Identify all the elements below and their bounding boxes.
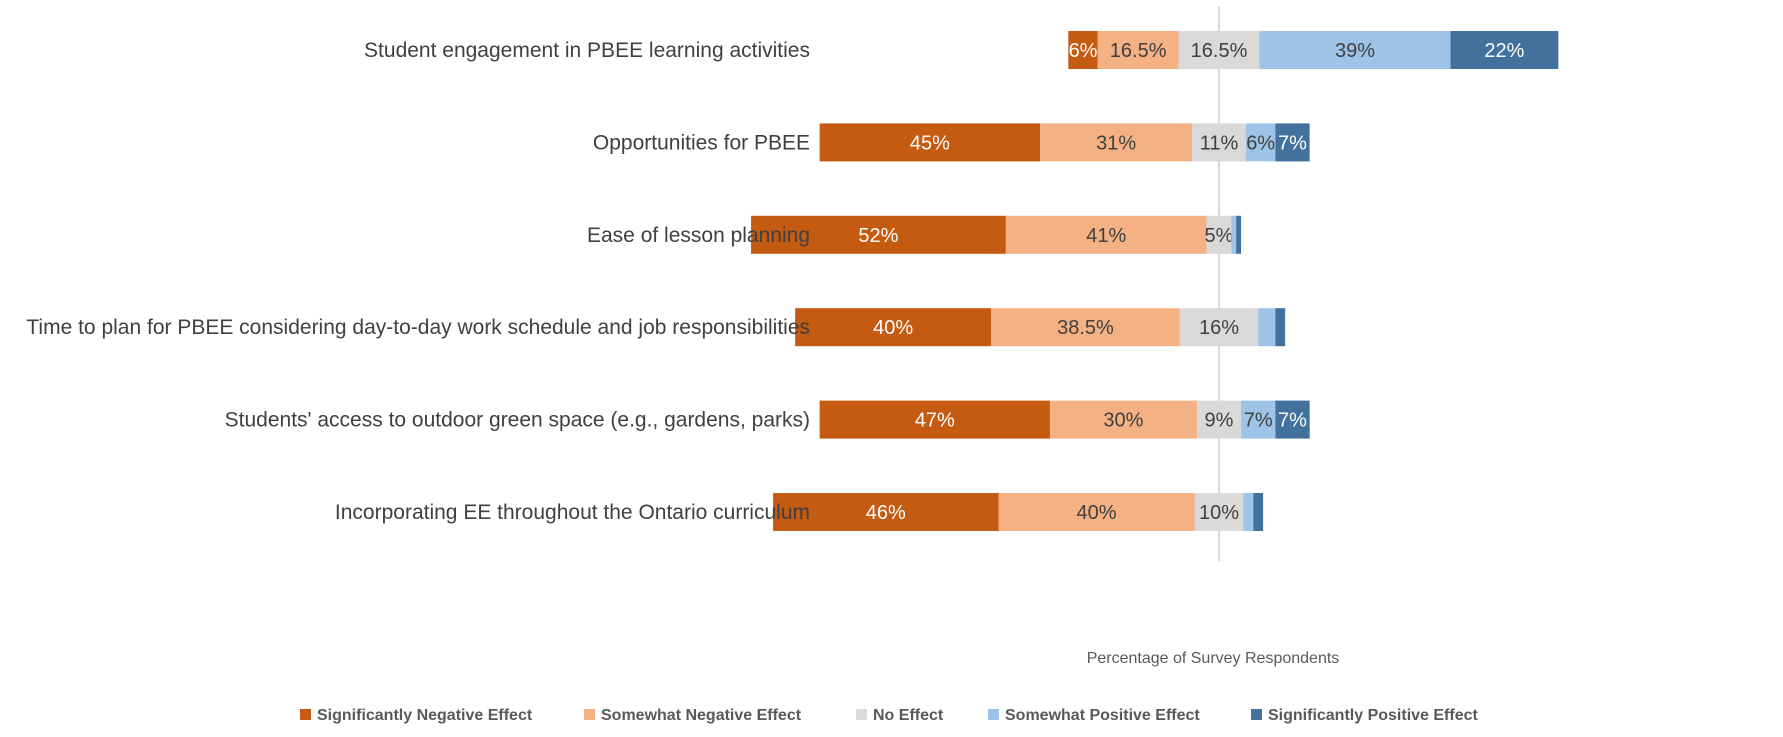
legend-swatch [856, 709, 867, 720]
legend-item-significantly-positive-effect: Significantly Positive Effect [1251, 707, 1479, 724]
legend-item-somewhat-positive-effect: Somewhat Positive Effect [988, 707, 1200, 724]
bar-segment-no-effect [1194, 493, 1244, 531]
legend-label: No Effect [873, 707, 944, 724]
legend-label: Somewhat Negative Effect [601, 707, 802, 724]
bar-row-4: 40% 38.5% 16% [795, 308, 1286, 347]
bar-segment-significantly-positive-effect [1236, 215, 1242, 254]
bar-segment-no-effect [1192, 123, 1246, 162]
bar-segment-no-effect [1196, 400, 1242, 439]
legend-swatch [1251, 709, 1262, 720]
bar-segment-significantly-positive-effect [1253, 493, 1264, 531]
legend-item-somewhat-negative-effect: Somewhat Negative Effect [584, 707, 802, 724]
data-label: 52% [858, 225, 898, 247]
data-label: 30% [1103, 410, 1143, 432]
bar-segment-no-effect [1179, 308, 1259, 347]
category-label: Students' access to outdoor green space … [225, 409, 810, 432]
data-label: 5% [1205, 225, 1234, 247]
data-label: 46% [866, 502, 906, 524]
bar-segment-somewhat-negative-effect [1049, 400, 1197, 439]
bar-segment-significantly-positive-effect [1275, 400, 1310, 439]
bar-segment-significantly-negative-effect [751, 215, 1006, 254]
legend-swatch [300, 709, 311, 720]
bar-segment-somewhat-positive-effect [1231, 215, 1237, 254]
bars-group: 6% 16.5% 16.5% 39% 22%45% 31% 11% 6% 7%52% 41% 5%4… [751, 31, 1559, 531]
bar-segment-significantly-negative-effect [795, 308, 992, 347]
category-label: Incorporating EE throughout the Ontario … [335, 501, 810, 524]
data-label: 7% [1244, 410, 1273, 432]
data-label: 40% [1076, 502, 1116, 524]
legend-item-significantly-negative-effect: Significantly Negative Effect [300, 707, 533, 724]
legend-item-no-effect: No Effect [856, 707, 944, 724]
data-label: 11% [1200, 132, 1239, 154]
bar-segment-significantly-positive-effect [1450, 31, 1559, 69]
data-label: 16.5% [1110, 40, 1167, 62]
data-label: 6% [1069, 40, 1098, 62]
data-label: 41% [1086, 225, 1126, 247]
bar-segment-significantly-negative-effect [1068, 31, 1098, 69]
category-label: Opportunities for PBEE [593, 131, 810, 154]
bar-row-3: 52% 41% 5% [751, 215, 1242, 254]
category-label: Ease of lesson planning [587, 224, 810, 247]
bar-segment-somewhat-negative-effect [1040, 123, 1193, 162]
bar-segment-somewhat-positive-effect [1258, 308, 1276, 347]
data-label: 47% [915, 410, 955, 432]
bar-segment-somewhat-negative-effect [991, 308, 1180, 347]
data-label: 45% [910, 132, 950, 154]
category-label: Student engagement in PBEE learning acti… [364, 39, 810, 62]
bar-segment-somewhat-negative-effect [998, 493, 1195, 531]
bar-segment-somewhat-positive-effect [1259, 31, 1451, 69]
bar-segment-significantly-positive-effect [1275, 123, 1310, 162]
bar-segment-somewhat-positive-effect [1243, 493, 1254, 531]
bar-row-2: 45% 31% 11% 6% 7% [819, 123, 1310, 162]
x-axis-title: Percentage of Survey Respondents [1087, 650, 1340, 667]
bar-segment-somewhat-negative-effect [1005, 215, 1207, 254]
bar-segment-somewhat-positive-effect [1241, 400, 1276, 439]
data-label: 38.5% [1057, 317, 1114, 339]
bar-segment-no-effect [1178, 31, 1260, 69]
bar-segment-somewhat-positive-effect [1245, 123, 1276, 162]
bar-row-6: 46% 40% 10% [773, 493, 1264, 531]
data-label: 39% [1335, 40, 1375, 62]
legend-label: Significantly Positive Effect [1268, 707, 1479, 724]
bar-segment-significantly-negative-effect [819, 400, 1050, 439]
data-label: 31% [1096, 132, 1136, 154]
bar-segment-somewhat-negative-effect [1097, 31, 1179, 69]
legend: Significantly Negative Effect Somewhat Ne… [300, 707, 1479, 724]
data-label: 10% [1199, 502, 1239, 524]
data-label: 16.5% [1191, 40, 1248, 62]
data-label: 40% [873, 317, 913, 339]
data-label: 7% [1278, 410, 1307, 432]
data-label: 7% [1278, 132, 1307, 154]
bar-row-1: 6% 16.5% 16.5% 39% 22% [1068, 31, 1559, 69]
bar-segment-significantly-negative-effect [819, 123, 1041, 162]
legend-swatch [584, 709, 595, 720]
bar-segment-significantly-negative-effect [773, 493, 999, 531]
data-label: 6% [1246, 132, 1275, 154]
bar-segment-no-effect [1206, 215, 1232, 254]
bar-segment-significantly-positive-effect [1275, 308, 1286, 347]
legend-label: Significantly Negative Effect [317, 707, 533, 724]
legend-swatch [988, 709, 999, 720]
data-label: 22% [1484, 40, 1524, 62]
data-label: 16% [1199, 317, 1239, 339]
bar-row-5: 47% 30% 9% 7% 7% [819, 400, 1310, 439]
category-label: Time to plan for PBEE considering day-to… [26, 316, 810, 339]
legend-label: Somewhat Positive Effect [1005, 707, 1200, 724]
data-label: 9% [1205, 410, 1234, 432]
